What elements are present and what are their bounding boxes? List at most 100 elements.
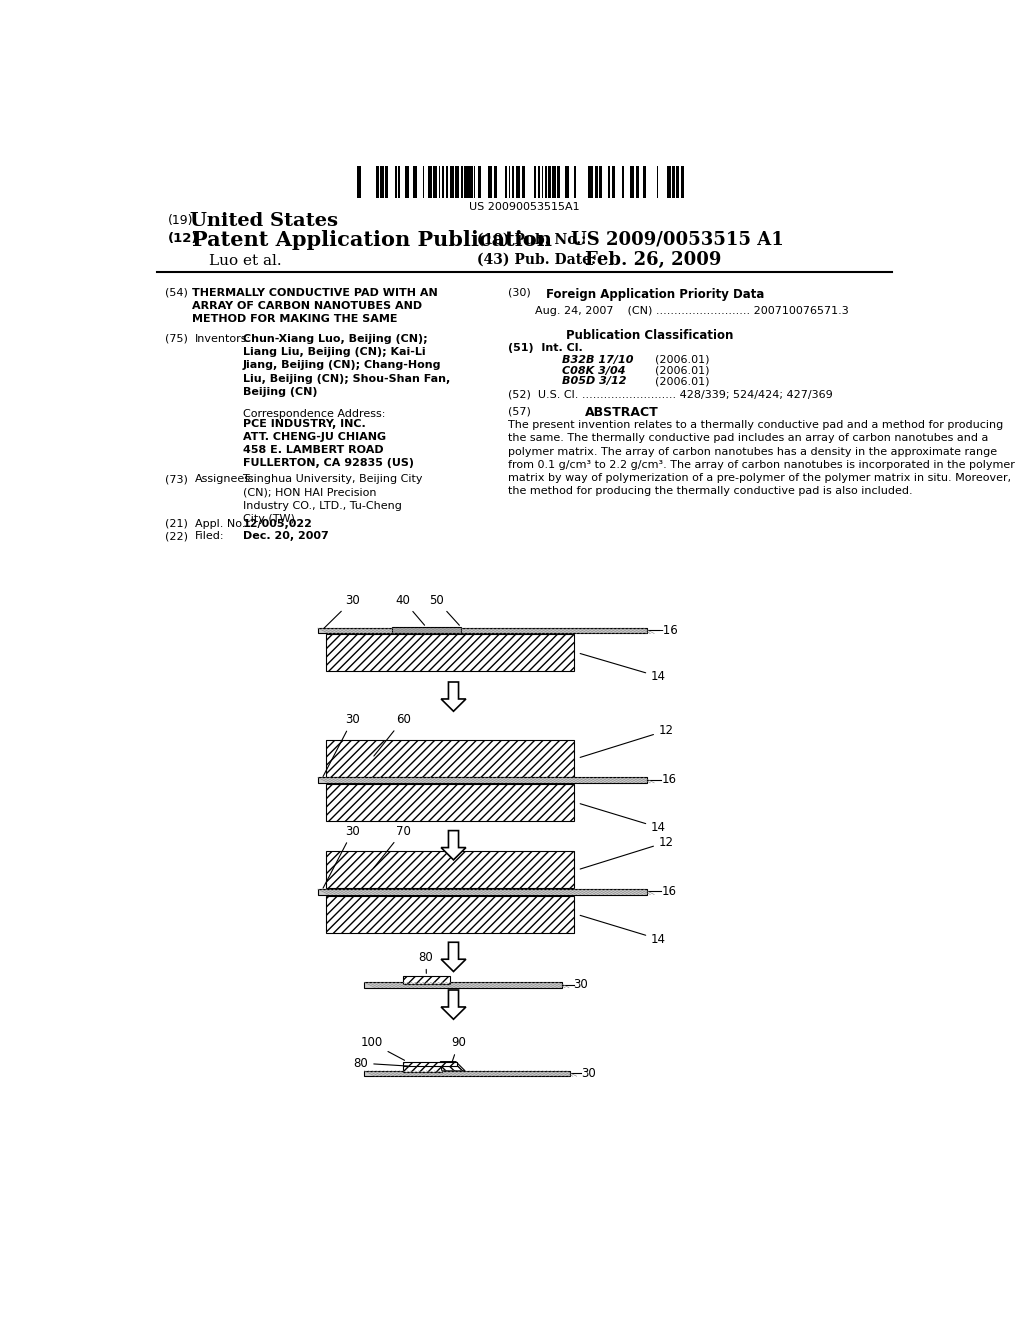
Text: (10) Pub. No.:: (10) Pub. No.: (477, 234, 586, 247)
Text: (19): (19) (168, 214, 194, 227)
Text: 30: 30 (573, 978, 589, 991)
Bar (565, 166, 569, 198)
Bar (428, 166, 432, 198)
Bar (474, 166, 475, 198)
Text: THERMALLY CONDUCTIVE PAD WITH AN
ARRAY OF CARBON NANOTUBES AND
METHOD FOR MAKING: THERMALLY CONDUCTIVE PAD WITH AN ARRAY O… (191, 288, 437, 325)
Bar (391, 627, 461, 634)
Bar (599, 166, 601, 198)
Text: 30: 30 (323, 713, 360, 776)
Bar (512, 166, 514, 198)
Text: (51)  Int. Cl.: (51) Int. Cl. (508, 343, 583, 354)
Bar (607, 166, 610, 198)
Bar (588, 166, 591, 198)
Bar (636, 166, 639, 198)
Bar (433, 166, 437, 198)
Text: Assignees:: Assignees: (195, 474, 254, 484)
Bar (509, 166, 510, 198)
Bar (467, 166, 471, 198)
Bar (552, 166, 556, 198)
Bar (356, 166, 360, 198)
Bar (505, 166, 507, 198)
Text: Patent Application Publication: Patent Application Publication (191, 230, 552, 249)
Text: —16: —16 (651, 624, 678, 638)
Bar (442, 166, 444, 198)
Text: 12/005,022: 12/005,022 (243, 519, 312, 529)
Bar (630, 166, 634, 198)
Text: PCE INDUSTRY, INC.
ATT. CHENG-JU CHIANG
458 E. LAMBERT ROAD
FULLERTON, CA 92835 : PCE INDUSTRY, INC. ATT. CHENG-JU CHIANG … (243, 418, 414, 469)
Bar (612, 166, 615, 198)
Text: 90: 90 (452, 1036, 466, 1063)
Text: United States: United States (190, 213, 338, 230)
Bar (317, 628, 647, 634)
Text: Aug. 24, 2007    (CN) .......................... 200710076571.3: Aug. 24, 2007 (CN) .....................… (535, 306, 849, 317)
Text: The present invention relates to a thermally conductive pad and a method for pro: The present invention relates to a therm… (508, 420, 1015, 496)
Text: (57): (57) (508, 407, 530, 416)
Text: (2006.01): (2006.01) (655, 355, 710, 364)
Text: 14: 14 (581, 804, 667, 834)
Text: Dec. 20, 2007: Dec. 20, 2007 (243, 531, 329, 541)
Bar (403, 977, 450, 983)
Bar (326, 635, 573, 671)
Text: 30: 30 (582, 1067, 596, 1080)
Bar (494, 166, 497, 198)
Text: 80: 80 (353, 1056, 409, 1069)
Polygon shape (441, 682, 466, 711)
Text: B05D 3/12: B05D 3/12 (562, 376, 627, 387)
Text: Inventors:: Inventors: (195, 334, 251, 345)
Text: 12: 12 (581, 723, 674, 758)
Text: 16: 16 (662, 774, 676, 787)
Text: (54): (54) (165, 288, 188, 298)
Bar (326, 739, 573, 776)
Bar (326, 784, 573, 821)
Polygon shape (440, 1061, 465, 1071)
Bar (464, 166, 467, 198)
Text: Appl. No.:: Appl. No.: (195, 519, 249, 529)
Polygon shape (441, 942, 466, 972)
Text: 14: 14 (581, 653, 667, 684)
Bar (326, 896, 573, 933)
Text: (43) Pub. Date:: (43) Pub. Date: (477, 252, 596, 267)
Bar (676, 166, 679, 198)
Text: Feb. 26, 2009: Feb. 26, 2009 (586, 251, 722, 269)
Bar (438, 166, 440, 198)
Text: Foreign Application Priority Data: Foreign Application Priority Data (547, 288, 765, 301)
Bar (403, 1061, 458, 1067)
Text: B32B 17/10: B32B 17/10 (562, 355, 634, 364)
Text: 60: 60 (374, 713, 411, 756)
Text: 14: 14 (581, 915, 667, 945)
Bar (395, 166, 397, 198)
Text: (30): (30) (508, 288, 530, 298)
Text: Filed:: Filed: (195, 531, 224, 541)
Text: (73): (73) (165, 474, 188, 484)
Bar (414, 166, 417, 198)
Bar (548, 166, 551, 198)
Bar (326, 851, 573, 888)
Polygon shape (441, 830, 466, 859)
Bar (477, 166, 481, 198)
Text: 12: 12 (581, 836, 674, 869)
Text: 30: 30 (323, 825, 360, 888)
Text: (2006.01): (2006.01) (655, 376, 710, 387)
Text: ABSTRACT: ABSTRACT (586, 407, 659, 420)
Bar (471, 166, 473, 198)
Bar (538, 166, 541, 198)
Bar (592, 166, 593, 198)
Bar (656, 166, 658, 198)
Bar (365, 1071, 569, 1076)
Text: 30: 30 (324, 594, 360, 628)
Bar (376, 166, 379, 198)
Bar (406, 166, 410, 198)
Bar (557, 166, 560, 198)
Text: (21): (21) (165, 519, 188, 529)
Bar (451, 166, 454, 198)
Text: (2006.01): (2006.01) (655, 366, 710, 375)
Text: C08K 3/04: C08K 3/04 (562, 366, 626, 375)
Text: 70: 70 (374, 825, 411, 867)
Text: Publication Classification: Publication Classification (566, 330, 733, 342)
Bar (317, 890, 647, 895)
Bar (595, 166, 598, 198)
Bar (423, 166, 424, 198)
Bar (365, 982, 562, 987)
Bar (380, 166, 384, 198)
Text: (22): (22) (165, 531, 188, 541)
